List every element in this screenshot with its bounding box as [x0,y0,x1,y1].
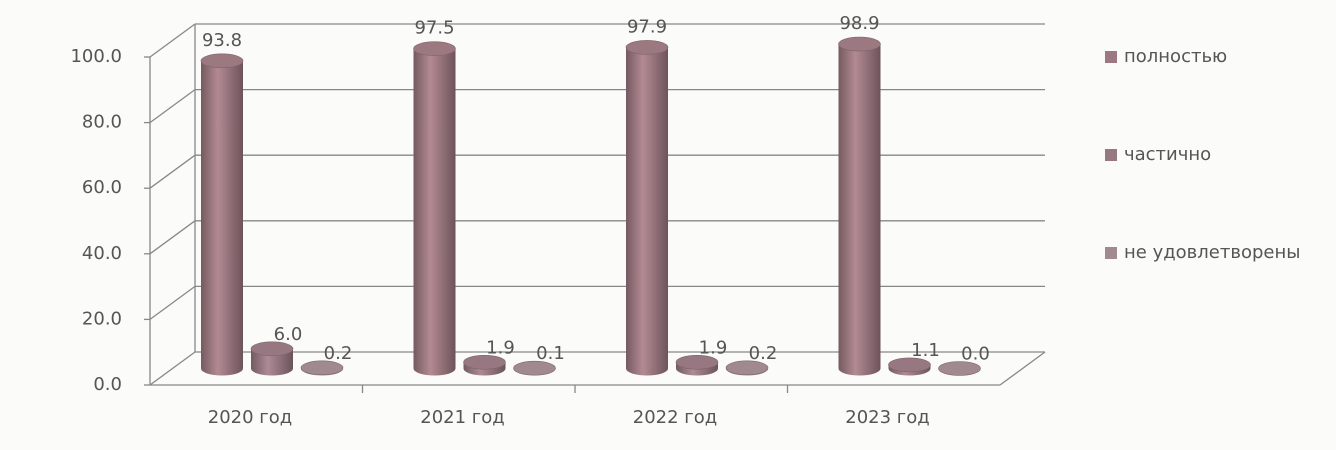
value-label: 0.0 [961,344,990,365]
cylinder-top [675,354,719,370]
x-tick-label: 2023 год [845,407,929,428]
value-label: 97.5 [414,18,454,39]
value-label: 0.1 [536,343,565,364]
cylinder-top [463,354,506,370]
value-label: 1.1 [911,340,940,361]
cylinder-top [513,360,556,376]
wall-grid-line [149,154,196,189]
value-label: 0.2 [324,343,353,364]
x-tick-label: 2022 год [633,407,717,428]
x-tick-label: 2021 год [420,407,504,428]
cylinder-top [300,360,344,376]
y-tick-label: 60.0 [82,177,122,198]
value-label: 0.2 [749,343,778,364]
value-label: 98.9 [839,13,879,34]
cylinder-top [625,40,669,55]
cylinder-top [725,360,769,376]
y-tick-label: 100.0 [70,46,122,67]
legend-label: частично [1124,144,1211,165]
cylinder-top [413,41,456,57]
y-tick-label: 0.0 [93,374,122,395]
wall-grid-line [149,351,196,386]
value-label: 97.9 [627,16,667,37]
y-tick-label: 20.0 [82,308,122,329]
floor-side [999,351,1046,386]
cylinder-top [838,36,881,52]
cylinder [626,47,668,376]
wall-grid-line [149,89,196,124]
cylinder [251,348,293,376]
legend-label: полностью [1124,46,1227,67]
cylinder-top [938,361,981,376]
value-label: 1.9 [486,337,515,358]
value-label: 93.8 [202,30,242,51]
cylinder [413,48,456,376]
legend-label: не удовлетворены [1124,242,1300,263]
wall-grid-line [149,285,196,320]
wall-grid-line [149,23,196,58]
wall-grid-line [149,220,196,255]
cylinder-top [200,53,244,69]
value-label: 1.9 [699,337,728,358]
legend-swatch [1105,51,1117,63]
legend-swatch [1105,247,1117,259]
value-label: 6.0 [274,324,303,345]
legend-swatch [1105,149,1117,161]
cylinder [201,60,243,376]
cylinder-top [888,357,931,373]
cylinder-top [250,341,294,357]
x-tick-label: 2020 год [208,407,292,428]
y-tick-label: 80.0 [82,112,122,133]
cylinder [838,44,881,376]
y-tick-label: 40.0 [82,243,122,264]
